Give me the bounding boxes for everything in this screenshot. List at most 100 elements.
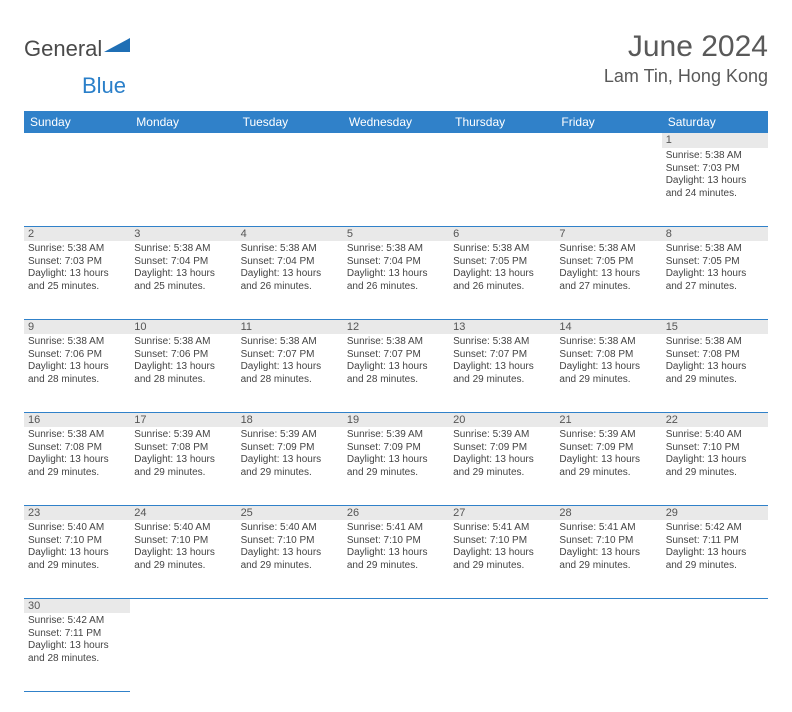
day-cell: Sunrise: 5:38 AMSunset: 7:04 PMDaylight:…: [130, 241, 236, 319]
day-cell-content: Sunrise: 5:38 AMSunset: 7:08 PMDaylight:…: [662, 334, 768, 390]
day-number-cell: 24: [130, 505, 236, 520]
sunrise-text: Sunrise: 5:42 AM: [666, 522, 764, 535]
day-number-cell: 9: [24, 319, 130, 334]
daylight-text: Daylight: 13 hours and 29 minutes.: [134, 454, 232, 479]
day-cell-content: Sunrise: 5:38 AMSunset: 7:07 PMDaylight:…: [343, 334, 449, 390]
day-cell: Sunrise: 5:38 AMSunset: 7:05 PMDaylight:…: [555, 241, 661, 319]
day-number-cell: 19: [343, 412, 449, 427]
day-header: Sunday: [24, 111, 130, 133]
sunset-text: Sunset: 7:07 PM: [241, 349, 339, 362]
week-row: Sunrise: 5:40 AMSunset: 7:10 PMDaylight:…: [24, 520, 768, 598]
daynum-row: 30: [24, 598, 768, 613]
day-header: Wednesday: [343, 111, 449, 133]
day-cell-content: Sunrise: 5:38 AMSunset: 7:05 PMDaylight:…: [662, 241, 768, 297]
day-cell: Sunrise: 5:38 AMSunset: 7:08 PMDaylight:…: [662, 334, 768, 412]
day-cell-content: Sunrise: 5:38 AMSunset: 7:04 PMDaylight:…: [343, 241, 449, 297]
day-header-row: Sunday Monday Tuesday Wednesday Thursday…: [24, 111, 768, 133]
sunrise-text: Sunrise: 5:38 AM: [666, 243, 764, 256]
day-cell: Sunrise: 5:38 AMSunset: 7:03 PMDaylight:…: [662, 148, 768, 226]
daylight-text: Daylight: 13 hours and 29 minutes.: [347, 454, 445, 479]
daylight-text: Daylight: 13 hours and 29 minutes.: [453, 547, 551, 572]
day-header: Saturday: [662, 111, 768, 133]
week-row: Sunrise: 5:38 AMSunset: 7:03 PMDaylight:…: [24, 241, 768, 319]
sunset-text: Sunset: 7:04 PM: [347, 256, 445, 269]
day-cell: Sunrise: 5:38 AMSunset: 7:07 PMDaylight:…: [449, 334, 555, 412]
sunset-text: Sunset: 7:09 PM: [241, 442, 339, 455]
sunrise-text: Sunrise: 5:41 AM: [347, 522, 445, 535]
daynum-row: 16171819202122: [24, 412, 768, 427]
logo-text-blue: Blue: [82, 73, 126, 98]
day-cell: Sunrise: 5:38 AMSunset: 7:06 PMDaylight:…: [24, 334, 130, 412]
day-cell: Sunrise: 5:39 AMSunset: 7:09 PMDaylight:…: [449, 427, 555, 505]
day-number-cell: 2: [24, 226, 130, 241]
day-cell-content: Sunrise: 5:41 AMSunset: 7:10 PMDaylight:…: [343, 520, 449, 576]
daylight-text: Daylight: 13 hours and 27 minutes.: [666, 268, 764, 293]
day-number-cell: [130, 598, 236, 613]
sunrise-text: Sunrise: 5:39 AM: [347, 429, 445, 442]
sunset-text: Sunset: 7:07 PM: [347, 349, 445, 362]
daylight-text: Daylight: 13 hours and 24 minutes.: [666, 175, 764, 200]
day-header: Thursday: [449, 111, 555, 133]
sunset-text: Sunset: 7:04 PM: [241, 256, 339, 269]
sunset-text: Sunset: 7:09 PM: [453, 442, 551, 455]
sunrise-text: Sunrise: 5:39 AM: [134, 429, 232, 442]
day-number-cell: [130, 133, 236, 148]
sunset-text: Sunset: 7:07 PM: [453, 349, 551, 362]
sunrise-text: Sunrise: 5:38 AM: [559, 243, 657, 256]
day-cell-content: Sunrise: 5:38 AMSunset: 7:07 PMDaylight:…: [449, 334, 555, 390]
sunset-text: Sunset: 7:10 PM: [666, 442, 764, 455]
day-cell: Sunrise: 5:38 AMSunset: 7:07 PMDaylight:…: [343, 334, 449, 412]
day-cell-content: Sunrise: 5:38 AMSunset: 7:06 PMDaylight:…: [24, 334, 130, 390]
day-cell: Sunrise: 5:38 AMSunset: 7:03 PMDaylight:…: [24, 241, 130, 319]
sunset-text: Sunset: 7:08 PM: [559, 349, 657, 362]
day-number-cell: 1: [662, 133, 768, 148]
daylight-text: Daylight: 13 hours and 28 minutes.: [134, 361, 232, 386]
day-cell-content: Sunrise: 5:40 AMSunset: 7:10 PMDaylight:…: [130, 520, 236, 576]
day-cell-content: Sunrise: 5:38 AMSunset: 7:03 PMDaylight:…: [24, 241, 130, 297]
sunset-text: Sunset: 7:03 PM: [28, 256, 126, 269]
daylight-text: Daylight: 13 hours and 29 minutes.: [666, 454, 764, 479]
sunrise-text: Sunrise: 5:38 AM: [453, 336, 551, 349]
day-cell: [237, 148, 343, 226]
daylight-text: Daylight: 13 hours and 28 minutes.: [241, 361, 339, 386]
sunset-text: Sunset: 7:05 PM: [666, 256, 764, 269]
day-cell-content: Sunrise: 5:40 AMSunset: 7:10 PMDaylight:…: [237, 520, 343, 576]
day-header: Tuesday: [237, 111, 343, 133]
day-number-cell: 30: [24, 598, 130, 613]
daylight-text: Daylight: 13 hours and 29 minutes.: [28, 454, 126, 479]
day-number-cell: [662, 598, 768, 613]
day-cell: [237, 613, 343, 691]
sunrise-text: Sunrise: 5:38 AM: [347, 243, 445, 256]
day-cell-content: Sunrise: 5:39 AMSunset: 7:08 PMDaylight:…: [130, 427, 236, 483]
sunset-text: Sunset: 7:10 PM: [453, 535, 551, 548]
sunrise-text: Sunrise: 5:38 AM: [666, 336, 764, 349]
day-number-cell: 20: [449, 412, 555, 427]
day-number-cell: [343, 598, 449, 613]
sunset-text: Sunset: 7:09 PM: [347, 442, 445, 455]
day-number-cell: 12: [343, 319, 449, 334]
day-number-cell: 21: [555, 412, 661, 427]
week-row: Sunrise: 5:42 AMSunset: 7:11 PMDaylight:…: [24, 613, 768, 691]
sunset-text: Sunset: 7:08 PM: [134, 442, 232, 455]
sunrise-text: Sunrise: 5:38 AM: [28, 243, 126, 256]
daylight-text: Daylight: 13 hours and 29 minutes.: [666, 547, 764, 572]
week-row: Sunrise: 5:38 AMSunset: 7:06 PMDaylight:…: [24, 334, 768, 412]
sunrise-text: Sunrise: 5:38 AM: [241, 243, 339, 256]
sunrise-text: Sunrise: 5:38 AM: [28, 336, 126, 349]
sunset-text: Sunset: 7:10 PM: [28, 535, 126, 548]
sunrise-text: Sunrise: 5:39 AM: [559, 429, 657, 442]
sunset-text: Sunset: 7:09 PM: [559, 442, 657, 455]
day-number-cell: 15: [662, 319, 768, 334]
day-cell-content: Sunrise: 5:40 AMSunset: 7:10 PMDaylight:…: [24, 520, 130, 576]
logo-triangle-icon: [104, 36, 130, 59]
day-cell: Sunrise: 5:42 AMSunset: 7:11 PMDaylight:…: [24, 613, 130, 691]
daylight-text: Daylight: 13 hours and 29 minutes.: [453, 361, 551, 386]
daylight-text: Daylight: 13 hours and 28 minutes.: [347, 361, 445, 386]
day-cell: Sunrise: 5:41 AMSunset: 7:10 PMDaylight:…: [555, 520, 661, 598]
day-cell-content: Sunrise: 5:41 AMSunset: 7:10 PMDaylight:…: [449, 520, 555, 576]
day-cell: Sunrise: 5:38 AMSunset: 7:08 PMDaylight:…: [24, 427, 130, 505]
month-title: June 2024: [604, 30, 768, 64]
day-number-cell: 7: [555, 226, 661, 241]
day-cell-content: Sunrise: 5:40 AMSunset: 7:10 PMDaylight:…: [662, 427, 768, 483]
daylight-text: Daylight: 13 hours and 26 minutes.: [347, 268, 445, 293]
